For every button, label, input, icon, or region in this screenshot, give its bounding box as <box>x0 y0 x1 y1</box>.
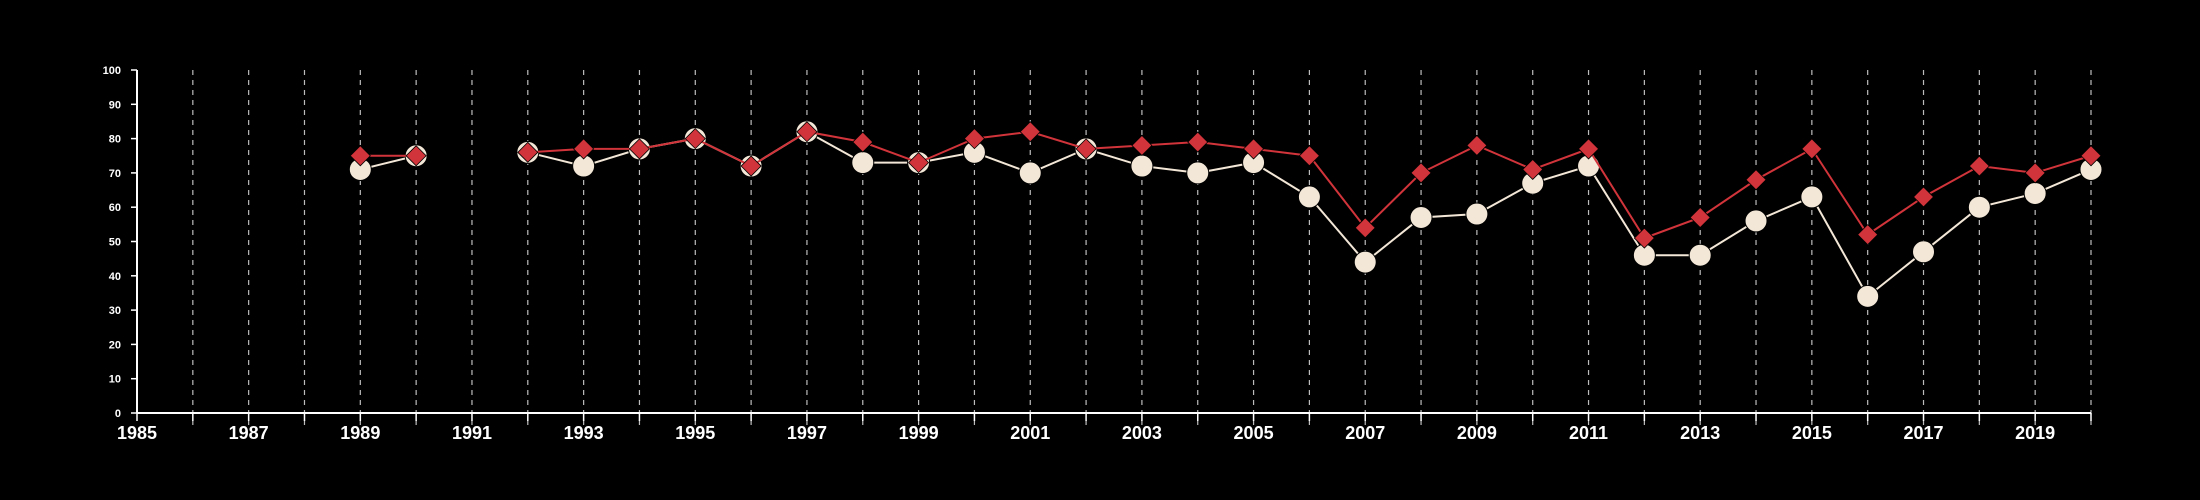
data-point <box>1967 195 1991 219</box>
data-point <box>1968 155 1990 177</box>
data-point <box>1633 227 1655 249</box>
data-point <box>1187 131 1209 153</box>
x-tick-label: 2009 <box>1457 423 1497 443</box>
x-tick-label: 1991 <box>452 423 492 443</box>
x-tick-label: 2005 <box>1234 423 1274 443</box>
x-tick-label: 2019 <box>2015 423 2055 443</box>
x-tick-label: 1985 <box>117 423 157 443</box>
data-point <box>405 145 427 167</box>
y-tick-label: 50 <box>109 237 121 249</box>
x-tick-label: 2007 <box>1345 423 1385 443</box>
x-tick-label: 2003 <box>1122 423 1162 443</box>
data-point <box>1466 134 1488 157</box>
data-point <box>1019 121 1041 143</box>
y-tick-label: 60 <box>109 202 121 214</box>
data-point <box>2080 145 2102 167</box>
data-series <box>348 120 2103 308</box>
data-point <box>1522 158 1544 181</box>
y-tick-label: 70 <box>109 168 121 180</box>
x-tick-label: 2015 <box>1792 423 1832 443</box>
data-point <box>1857 224 1879 246</box>
y-tick-label: 40 <box>109 271 121 283</box>
data-point <box>1688 243 1712 267</box>
x-tick-label: 2017 <box>1903 423 1943 443</box>
data-point <box>1409 205 1433 229</box>
x-tick-label: 1997 <box>787 423 827 443</box>
x-tick-label: 1987 <box>229 423 269 443</box>
data-point <box>684 128 706 150</box>
y-tick-label: 100 <box>103 65 121 77</box>
x-tick-label: 2001 <box>1010 423 1050 443</box>
y-tick-label: 20 <box>109 339 121 351</box>
data-point <box>1465 202 1489 226</box>
data-point <box>628 138 651 160</box>
data-point <box>1800 185 1824 209</box>
x-tick-label: 2011 <box>1569 423 1608 443</box>
data-point <box>796 121 818 143</box>
data-point <box>1353 250 1377 274</box>
series-circle <box>348 120 2103 308</box>
data-point <box>1297 185 1321 209</box>
x-tick-label: 1993 <box>564 423 604 443</box>
data-point <box>1744 209 1768 233</box>
data-point <box>1018 161 1042 185</box>
x-tick-label: 1989 <box>340 423 380 443</box>
vertical-gridlines <box>192 70 2092 429</box>
y-tick-label: 30 <box>109 305 121 317</box>
data-point <box>740 155 762 177</box>
data-point <box>2023 181 2047 205</box>
data-point <box>908 152 930 174</box>
data-point <box>1856 284 1880 308</box>
data-point <box>1354 217 1376 239</box>
data-point <box>1131 134 1153 157</box>
data-point <box>1577 138 1600 160</box>
series-diamond <box>349 121 2102 249</box>
y-tick-label: 90 <box>109 99 121 111</box>
axes: 0 10 20 30 40 50 60 70 80 90 100 1985 1987 1989 1991 19… <box>103 65 2092 443</box>
data-point <box>349 145 371 167</box>
data-point <box>1130 154 1154 178</box>
data-point <box>2024 162 2046 184</box>
data-point <box>1912 186 1935 208</box>
y-tick-label: 80 <box>109 134 121 146</box>
x-tick-label: 1999 <box>899 423 939 443</box>
data-point <box>1186 161 1210 185</box>
data-point <box>1075 138 1097 160</box>
y-tick-label: 0 <box>115 408 121 420</box>
data-point <box>1298 145 1320 167</box>
data-point <box>1801 138 1823 160</box>
data-point <box>1912 240 1936 264</box>
data-point <box>1243 138 1265 160</box>
data-point <box>517 141 539 163</box>
data-point <box>852 131 874 153</box>
data-point <box>1410 162 1432 184</box>
x-tick-label: 2013 <box>1680 423 1720 443</box>
data-point <box>1689 206 1711 229</box>
data-point <box>573 138 595 160</box>
data-point <box>963 128 985 150</box>
x-tick-label: 1995 <box>675 423 715 443</box>
y-tick-label: 10 <box>109 374 121 386</box>
data-point <box>851 151 875 175</box>
data-point <box>1745 169 1767 191</box>
